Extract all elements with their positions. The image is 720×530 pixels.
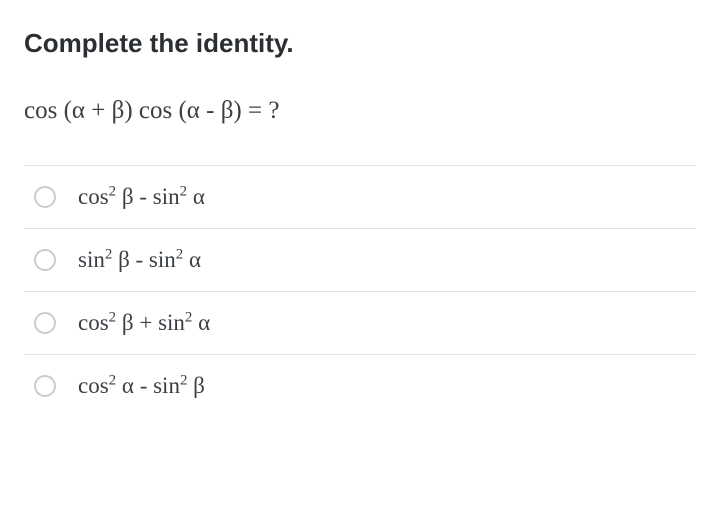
option-row[interactable]: cos2 β - sin2 α <box>24 165 696 228</box>
option-label: cos2 β - sin2 α <box>78 184 205 210</box>
option-row[interactable]: cos2 α - sin2 β <box>24 354 696 417</box>
radio-icon[interactable] <box>34 249 56 271</box>
question-title: Complete the identity. <box>24 28 696 59</box>
option-label: sin2 β - sin2 α <box>78 247 201 273</box>
option-label: cos2 β + sin2 α <box>78 310 210 336</box>
question-expression: cos (α + β) cos (α - β) = ? <box>24 97 696 125</box>
radio-icon[interactable] <box>34 186 56 208</box>
option-label: cos2 α - sin2 β <box>78 373 205 399</box>
option-row[interactable]: cos2 β + sin2 α <box>24 291 696 354</box>
radio-icon[interactable] <box>34 375 56 397</box>
options-list: cos2 β - sin2 α sin2 β - sin2 α cos2 β +… <box>24 165 696 417</box>
option-row[interactable]: sin2 β - sin2 α <box>24 228 696 291</box>
radio-icon[interactable] <box>34 312 56 334</box>
